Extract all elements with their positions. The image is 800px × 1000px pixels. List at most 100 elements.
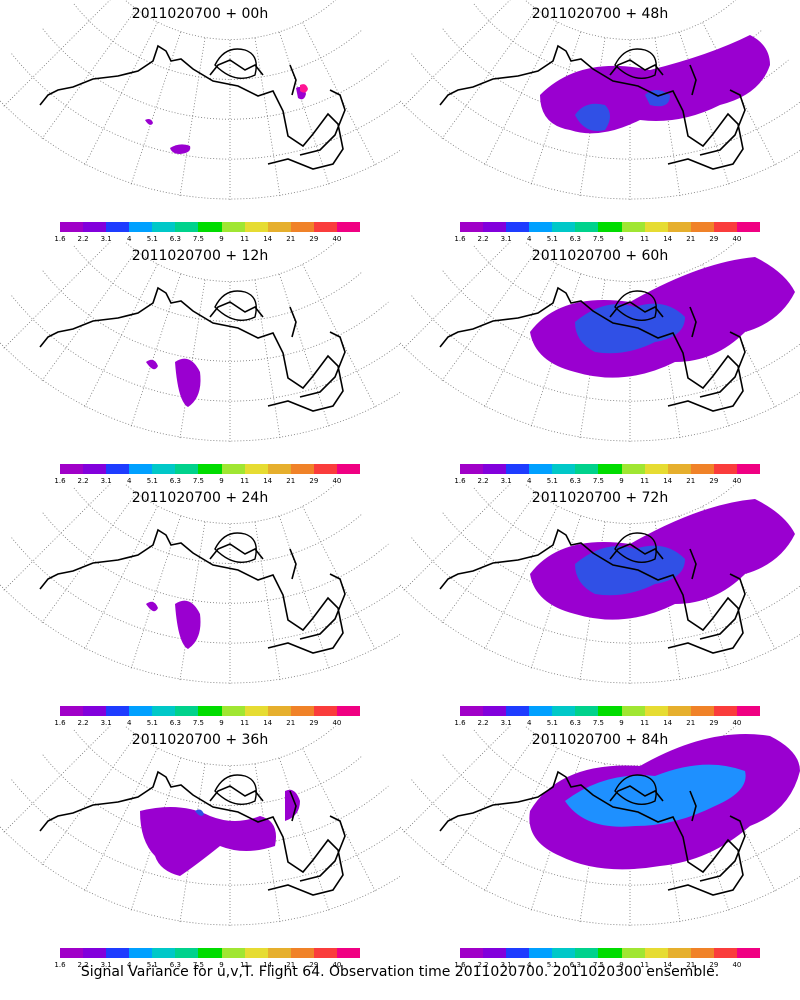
colorbar-swatch: [736, 706, 761, 716]
colorbar-swatch: [690, 706, 714, 716]
colorbar-swatch: [667, 464, 691, 474]
latitude-circle: [73, 245, 363, 322]
colorbar-swatch: [483, 464, 507, 474]
meridian-line: [441, 9, 537, 140]
colorbar: [60, 222, 361, 234]
colorbar-swatch: [690, 464, 714, 474]
colorbar-label: 40: [332, 719, 342, 727]
map-panel: 2011020700 + 60h 1.6 2.2 3.1 4 5.1 6.3 7.5 9 11 14…: [400, 242, 800, 485]
meridian-line: [41, 735, 137, 866]
colorbar-swatch: [506, 222, 530, 232]
colorbar-label: 11: [640, 719, 650, 727]
colorbar-label: 4: [126, 719, 132, 727]
colorbar-label: 7.5: [592, 961, 605, 969]
colorbar-swatch: [460, 706, 484, 716]
variance-region-high: [195, 809, 204, 816]
colorbar-label: 9: [619, 961, 624, 969]
panel-title: 2011020700 + 48h: [531, 6, 669, 22]
colorbar-label: 7.5: [192, 477, 205, 485]
colorbar-label: 29: [309, 235, 319, 243]
map-panel: 2011020700 + 48h 1.6 2.2 3.1 4 5.1 6.3 7.5 9 11 14…: [400, 0, 800, 243]
colorbar-swatch: [106, 948, 130, 958]
variance-region: [175, 600, 201, 649]
meridian-line: [254, 521, 281, 681]
colorbar-swatch: [644, 222, 668, 232]
colorbar-label: 40: [332, 961, 342, 969]
latitude-circle: [42, 28, 389, 120]
colorbar-swatch: [152, 222, 176, 232]
colorbar-label: 21: [286, 719, 296, 727]
island-group: [214, 48, 257, 79]
colorbar-label: 3.1: [100, 235, 112, 243]
colorbar: [460, 948, 761, 960]
coastline: [439, 770, 746, 896]
colorbar-swatch: [129, 948, 153, 958]
colorbar-swatch: [267, 706, 291, 716]
colorbar-swatch: [598, 222, 622, 232]
coastline: [39, 44, 346, 170]
colorbar-label: 40: [332, 477, 342, 485]
colorbar-swatch: [575, 222, 599, 232]
colorbar-label: 14: [263, 235, 273, 243]
colorbar-labels: 1.6 2.2 3.1 4 5.1 6.3 7.5 9 11 14 21 29 40: [54, 477, 360, 487]
colorbar-swatch: [529, 706, 553, 716]
colorbar-swatch: [175, 948, 199, 958]
map-panel: 2011020700 + 12h 1.6 2.2 3.1 4 5.1 6.3 7.5 9 11 14…: [0, 242, 400, 485]
colorbar-label: 6.3: [169, 477, 181, 485]
colorbar-label: 3.1: [500, 235, 512, 243]
colorbar-swatch: [552, 706, 576, 716]
variance-region-peak: [300, 84, 308, 93]
colorbar-labels: 1.6 2.2 3.1 4 5.1 6.3 7.5 9 11 14 21 29 40: [454, 477, 760, 487]
colorbar-label: 5.1: [546, 961, 558, 969]
colorbar-swatch: [290, 222, 314, 232]
colorbar-swatch: [736, 464, 761, 474]
colorbar-label: 5.1: [146, 961, 158, 969]
island-group: [614, 290, 657, 321]
colorbar-swatch: [621, 222, 645, 232]
variance-region: [145, 119, 153, 125]
latitude-circle: [400, 100, 800, 200]
colorbar-label: 11: [240, 719, 250, 727]
colorbar-label: 21: [286, 235, 296, 243]
colorbar-labels: 1.6 2.2 3.1 4 5.1 6.3 7.5 9 11 14 21 29 40: [454, 961, 760, 971]
colorbar-label: 21: [286, 477, 296, 485]
meridian-line: [41, 493, 137, 624]
colorbar-label: 5.1: [146, 477, 158, 485]
variance-region: [140, 807, 276, 876]
colorbar-labels: 1.6 2.2 3.1 4 5.1 6.3 7.5 9 11 14 21 29 40: [454, 235, 760, 245]
latitude-circle: [73, 487, 363, 564]
colorbar-label: 21: [686, 477, 696, 485]
colorbar-label: 5.1: [146, 719, 158, 727]
polar-map: [0, 726, 400, 926]
colorbar-swatch: [221, 706, 245, 716]
figure-caption: Signal Variance for u,v,T. Flight 64. Ob…: [80, 964, 720, 980]
colorbar-swatch: [336, 222, 361, 232]
colorbar-label: 5.1: [546, 719, 558, 727]
latitude-circle: [73, 729, 363, 806]
colorbar-labels: 1.6 2.2 3.1 4 5.1 6.3 7.5 9 11 14 21 29 40: [54, 719, 360, 729]
colorbar-swatch: [713, 464, 737, 474]
meridian-line: [279, 32, 330, 185]
colorbar-swatch: [198, 222, 222, 232]
colorbar-label: 1.6: [454, 719, 466, 727]
colorbar-label: 2.2: [477, 477, 489, 485]
colorbar-swatch: [244, 464, 268, 474]
colorbar-label: 3.1: [500, 719, 512, 727]
colorbar-swatch: [690, 948, 714, 958]
colorbar-label: 9: [619, 235, 624, 243]
colorbar-label: 4: [126, 961, 132, 969]
colorbar-label: 14: [263, 961, 273, 969]
colorbar-label: 6.3: [569, 235, 581, 243]
colorbar-swatch: [667, 222, 691, 232]
panel-title: 2011020700 + 60h: [531, 248, 669, 264]
colorbar-label: 6.3: [569, 961, 581, 969]
island-group: [614, 774, 657, 805]
coastline: [39, 770, 346, 896]
colorbar-swatch: [313, 222, 337, 232]
colorbar-swatch: [221, 948, 245, 958]
colorbar-swatch: [667, 948, 691, 958]
colorbar-swatch: [129, 464, 153, 474]
colorbar-swatch: [175, 222, 199, 232]
colorbar-swatch: [736, 222, 761, 232]
colorbar-label: 1.6: [54, 477, 66, 485]
